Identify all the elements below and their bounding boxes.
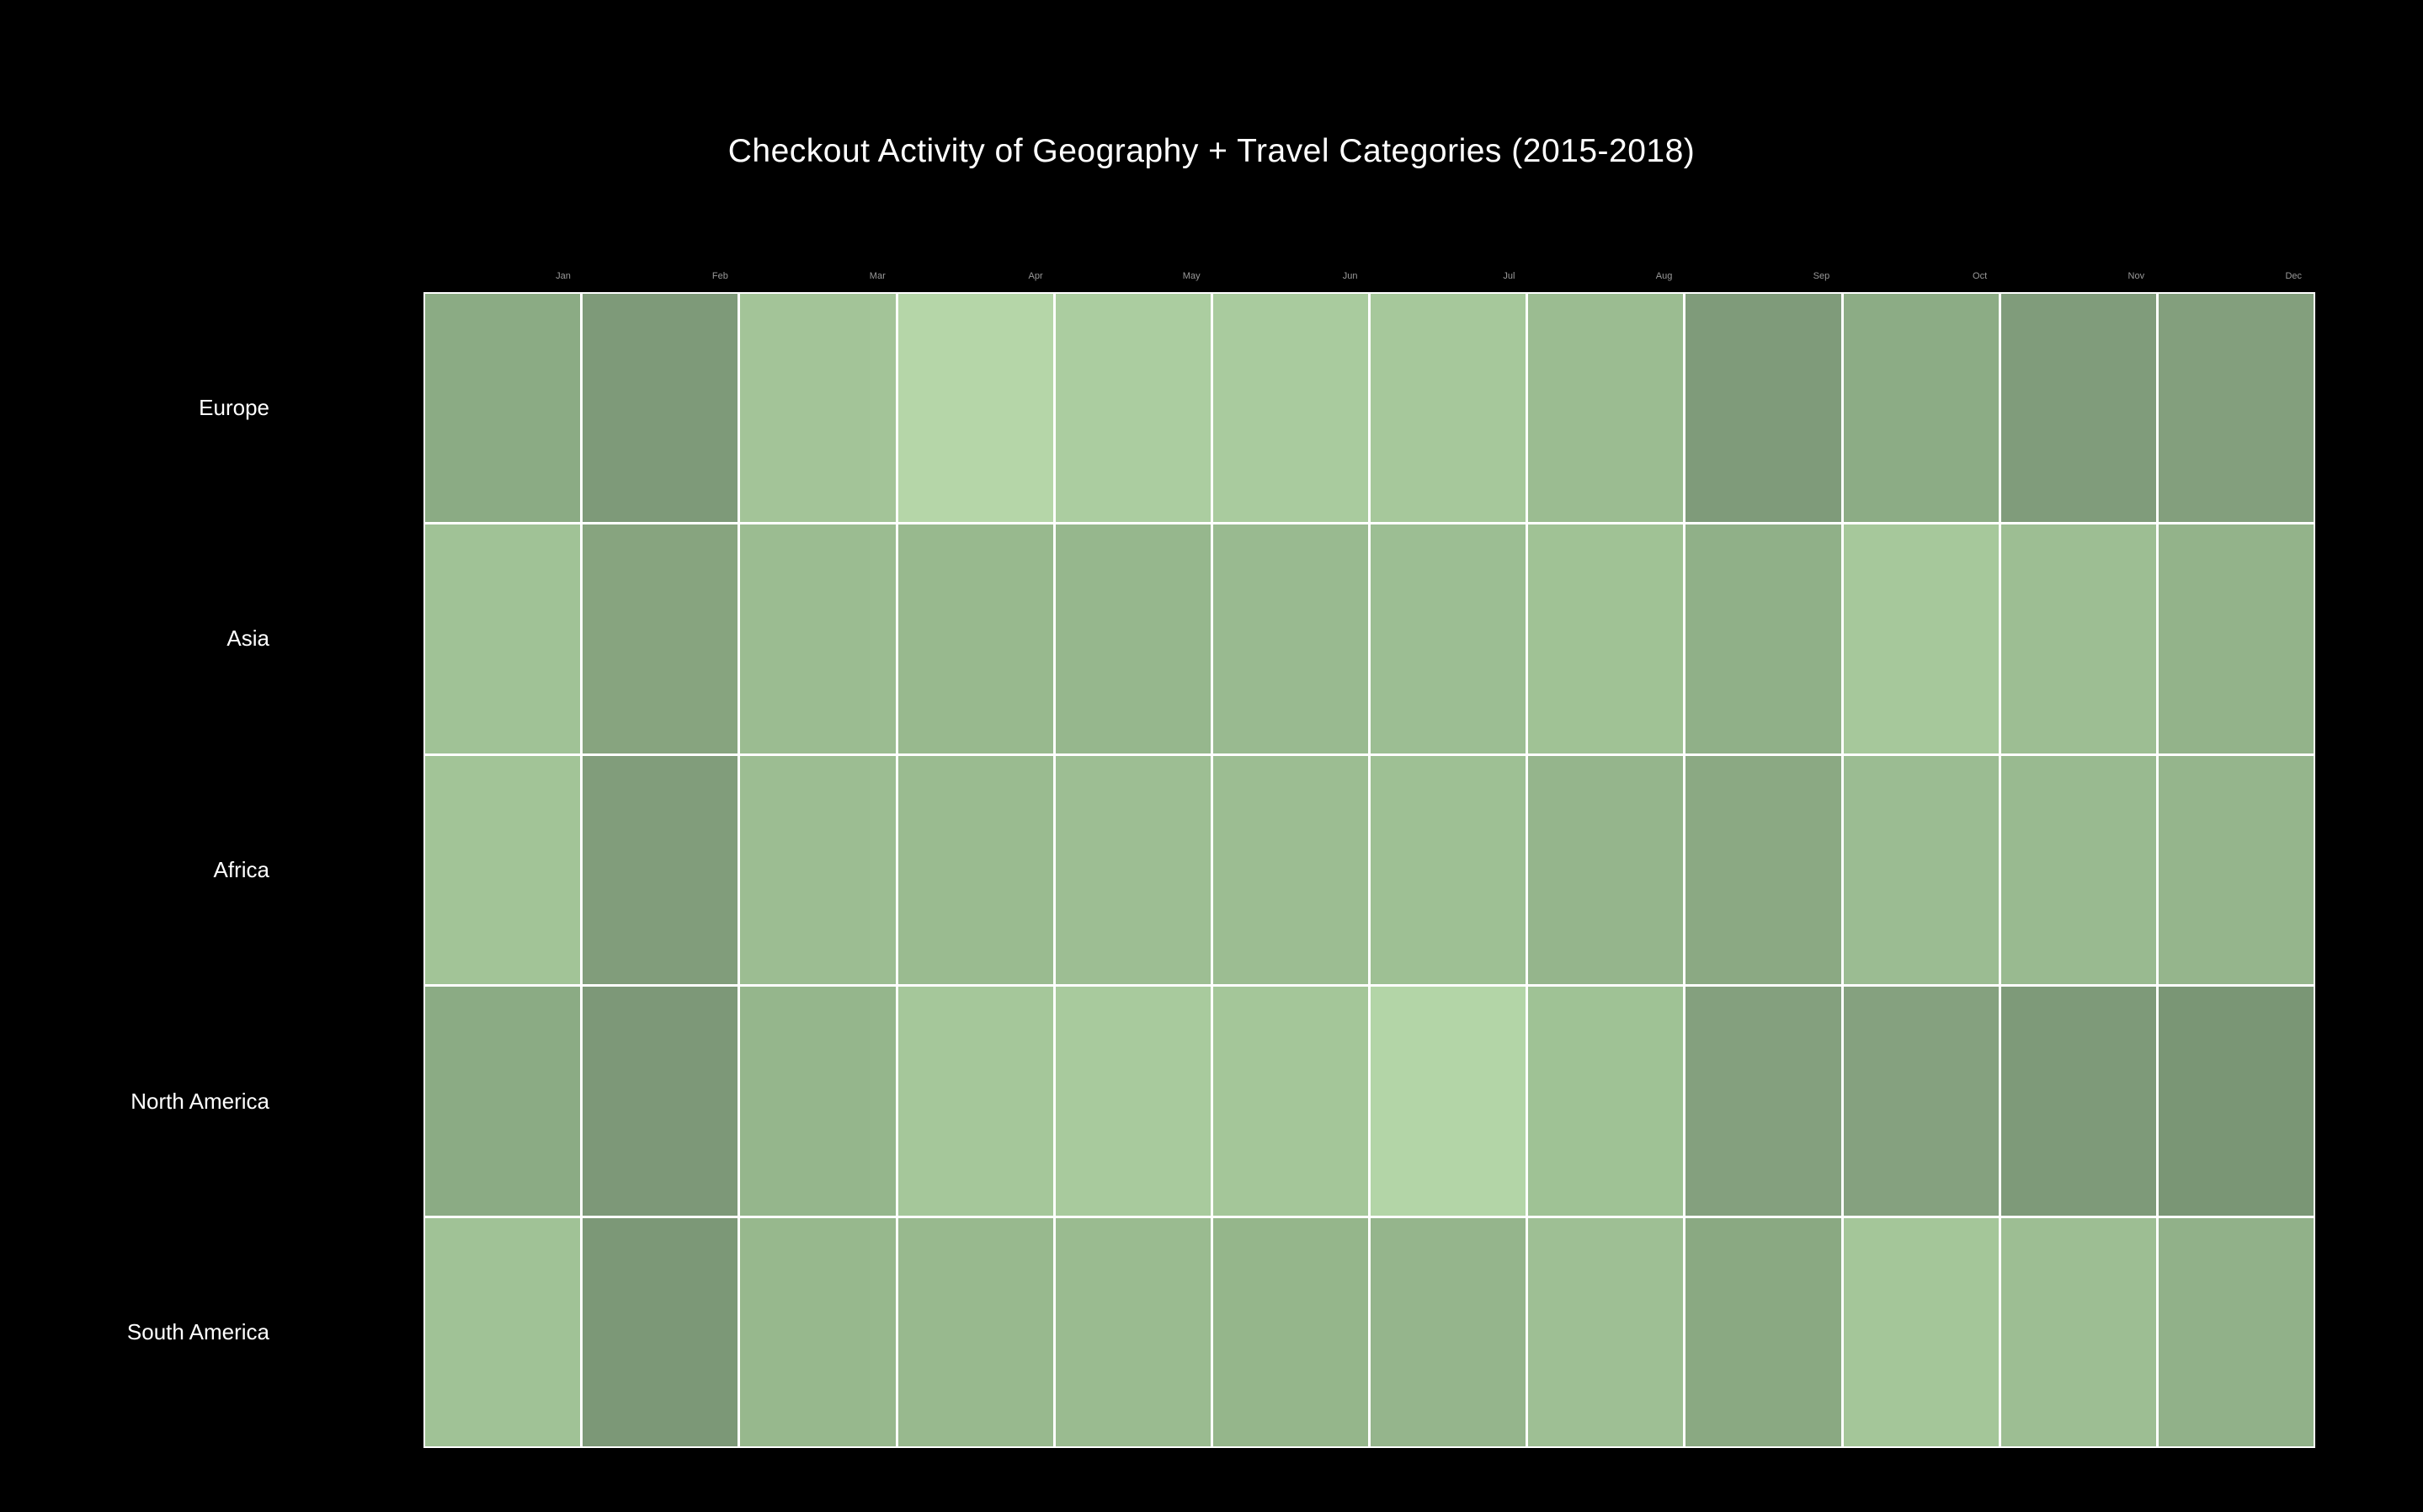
heatmap-cell-africa-feb	[583, 755, 738, 985]
heatmap-cell-africa-jul	[1371, 755, 1526, 985]
heatmap-cell-asia-feb	[583, 524, 738, 753]
x-axis-tick-label-may: May	[1182, 271, 1201, 281]
heatmap-grid	[423, 292, 2315, 1448]
x-axis-tick-label-mar: Mar	[869, 271, 886, 281]
heatmap-cell-asia-nov	[2000, 524, 2156, 753]
x-axis-tick-label-aug: Aug	[1655, 271, 1673, 281]
heatmap-cell-south-america-aug	[1528, 1217, 1684, 1446]
heatmap-cell-asia-jun	[1212, 524, 1368, 753]
heatmap-cell-south-america-mar	[740, 1217, 896, 1446]
y-axis-tick-label-europe: Europe	[199, 394, 269, 420]
heatmap-cell-south-america-feb	[583, 1217, 738, 1446]
heatmap-cell-asia-oct	[1843, 524, 1999, 753]
heatmap-cell-north-america-jan	[425, 987, 581, 1216]
heatmap-cell-north-america-aug	[1528, 987, 1684, 1216]
heatmap-cell-north-america-nov	[2000, 987, 2156, 1216]
heatmap-cell-europe-mar	[740, 294, 896, 523]
heatmap-cell-north-america-mar	[740, 987, 896, 1216]
heatmap-cell-europe-dec	[2158, 294, 2314, 523]
heatmap-cell-north-america-sep	[1685, 987, 1841, 1216]
heatmap-cell-europe-may	[1055, 294, 1211, 523]
heatmap-cell-europe-jun	[1212, 294, 1368, 523]
heatmap-cell-europe-oct	[1843, 294, 1999, 523]
x-axis-tick-label-feb: Feb	[711, 271, 728, 281]
heatmap-cell-africa-oct	[1843, 755, 1999, 985]
heatmap-cell-europe-nov	[2000, 294, 2156, 523]
heatmap-cell-africa-nov	[2000, 755, 2156, 985]
x-axis-tick-label-dec: Dec	[2285, 271, 2302, 281]
heatmap-cell-asia-may	[1055, 524, 1211, 753]
heatmap-cell-south-america-nov	[2000, 1217, 2156, 1446]
x-axis-tick-label-oct: Oct	[1973, 271, 1988, 281]
heatmap-cell-africa-may	[1055, 755, 1211, 985]
heatmap-cell-asia-dec	[2158, 524, 2314, 753]
heatmap-cell-south-america-may	[1055, 1217, 1211, 1446]
heatmap-cell-africa-aug	[1528, 755, 1684, 985]
y-axis-tick-label-asia: Asia	[226, 626, 269, 652]
x-axis-labels: Jan Feb Mar Apr May Jun Jul Aug Sep Oct Nov Dec	[425, 266, 2314, 286]
heatmap-cell-europe-apr	[897, 294, 1053, 523]
y-axis-tick-label-north-america: North America	[130, 1088, 269, 1114]
heatmap-cell-south-america-apr	[897, 1217, 1053, 1446]
heatmap-cell-europe-jan	[425, 294, 581, 523]
heatmap-cell-north-america-jul	[1371, 987, 1526, 1216]
heatmap-cell-north-america-dec	[2158, 987, 2314, 1216]
x-axis-tick-label-jun: Jun	[1342, 271, 1358, 281]
heatmap-cell-africa-jun	[1212, 755, 1368, 985]
x-axis-tick-label-apr: Apr	[1028, 271, 1043, 281]
heatmap-cell-asia-mar	[740, 524, 896, 753]
x-axis-tick-label-jul: Jul	[1503, 271, 1515, 281]
heatmap-cell-europe-feb	[583, 294, 738, 523]
heatmap-cell-europe-jul	[1371, 294, 1526, 523]
heatmap-cell-north-america-apr	[897, 987, 1053, 1216]
heatmap-cell-south-america-oct	[1843, 1217, 1999, 1446]
y-axis-tick-label-africa: Africa	[213, 856, 269, 882]
heatmap-cell-africa-jan	[425, 755, 581, 985]
heatmap-cell-asia-sep	[1685, 524, 1841, 753]
heatmap-cell-north-america-jun	[1212, 987, 1368, 1216]
heatmap-cell-south-america-sep	[1685, 1217, 1841, 1446]
heatmap-cell-europe-aug	[1528, 294, 1684, 523]
heatmap-cell-north-america-oct	[1843, 987, 1999, 1216]
heatmap-cell-north-america-feb	[583, 987, 738, 1216]
heatmap-cell-south-america-jul	[1371, 1217, 1526, 1446]
heatmap-cell-north-america-may	[1055, 987, 1211, 1216]
heatmap-cell-south-america-jan	[425, 1217, 581, 1446]
heatmap-cell-asia-jul	[1371, 524, 1526, 753]
chart-title: Checkout Activity of Geography + Travel …	[727, 133, 1696, 169]
heatmap-cell-asia-jan	[425, 524, 581, 753]
x-axis-tick-label-nov: Nov	[2127, 271, 2145, 281]
x-axis-tick-label-sep: Sep	[1813, 271, 1830, 281]
y-axis-tick-label-south-america: South America	[126, 1319, 269, 1345]
heatmap-cell-africa-dec	[2158, 755, 2314, 985]
heatmap-cell-south-america-jun	[1212, 1217, 1368, 1446]
heatmap-cell-europe-sep	[1685, 294, 1841, 523]
heatmap-cell-asia-apr	[897, 524, 1053, 753]
heatmap-cell-africa-sep	[1685, 755, 1841, 985]
heatmap-cell-africa-mar	[740, 755, 896, 985]
heatmap-cell-south-america-dec	[2158, 1217, 2314, 1446]
heatmap-cell-africa-apr	[897, 755, 1053, 985]
x-axis-tick-label-jan: Jan	[556, 271, 571, 281]
heatmap-cell-asia-aug	[1528, 524, 1684, 753]
y-axis-labels: Europe Asia Africa North America South Ameri…	[0, 292, 269, 1448]
